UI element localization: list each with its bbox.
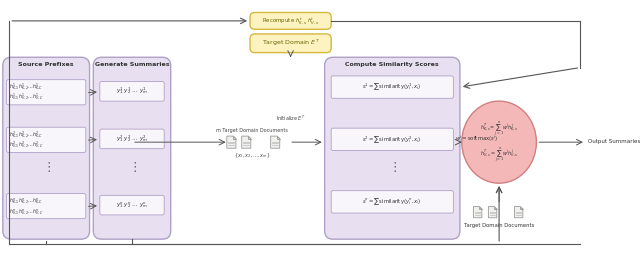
Text: $y^{n}_1$ $y^{n}_2$ $\ldots$ $y^{n}_m$: $y^{n}_1$ $y^{n}_2$ $\ldots$ $y^{n}_m$ <box>116 200 148 210</box>
Text: Compute Similarity Scores: Compute Similarity Scores <box>346 62 439 67</box>
FancyBboxPatch shape <box>100 81 164 101</box>
FancyBboxPatch shape <box>6 193 86 219</box>
Text: $w^i = \mathrm{softmax}(s^i)$: $w^i = \mathrm{softmax}(s^i)$ <box>455 133 499 144</box>
Polygon shape <box>520 206 523 209</box>
Text: Generate Summaries: Generate Summaries <box>95 62 169 67</box>
Text: Source Prefixes: Source Prefixes <box>19 62 74 67</box>
Polygon shape <box>242 136 251 148</box>
FancyBboxPatch shape <box>93 57 171 239</box>
Text: $y^{1}_1$ $y^{1}_2$ $\ldots$ $y^{1}_m$: $y^{1}_1$ $y^{1}_2$ $\ldots$ $y^{1}_m$ <box>116 85 148 96</box>
FancyBboxPatch shape <box>250 13 331 29</box>
Text: $\vdots$: $\vdots$ <box>388 160 397 174</box>
Text: $s^{1} = \sum \mathrm{similarity}(y^{1}_i, x_i)$: $s^{1} = \sum \mathrm{similarity}(y^{1}_… <box>362 82 422 92</box>
FancyBboxPatch shape <box>331 191 453 213</box>
Text: $s^{n} = \sum \mathrm{similarity}(y^{n}_i, x_i)$: $s^{n} = \sum \mathrm{similarity}(y^{n}_… <box>362 197 422 207</box>
Text: Target Domain $E^T$: Target Domain $E^T$ <box>262 38 319 49</box>
Polygon shape <box>233 136 236 139</box>
Text: $\vdots$: $\vdots$ <box>127 160 136 174</box>
Text: Recompute $h^t_{K,s}$ $h^t_{V,s}$: Recompute $h^t_{K,s}$ $h^t_{V,s}$ <box>262 16 319 26</box>
Text: $s^{2} = \sum \mathrm{similarity}(y^{2}_i, x_i)$: $s^{2} = \sum \mathrm{similarity}(y^{2}_… <box>362 134 422 145</box>
Text: m Target Domain Documents: m Target Domain Documents <box>216 128 288 133</box>
FancyBboxPatch shape <box>250 34 331 53</box>
Polygon shape <box>277 136 280 139</box>
FancyBboxPatch shape <box>3 57 90 239</box>
Polygon shape <box>488 206 497 218</box>
FancyBboxPatch shape <box>6 127 86 152</box>
Text: $y^{2}_1$ $y^{2}_2$ $\ldots$ $y^{2}_m$: $y^{2}_1$ $y^{2}_2$ $\ldots$ $y^{2}_m$ <box>116 133 148 144</box>
Text: Initialize $E^T$: Initialize $E^T$ <box>276 114 306 123</box>
FancyBboxPatch shape <box>100 129 164 149</box>
Polygon shape <box>515 206 523 218</box>
Text: $\vdots$: $\vdots$ <box>42 160 51 174</box>
Text: $h^T_{V,s} = \sum_{j=1}^{n} w^j h^j_{V,s}$: $h^T_{V,s} = \sum_{j=1}^{n} w^j h^j_{V,s… <box>480 146 518 165</box>
Polygon shape <box>474 206 482 218</box>
Polygon shape <box>227 136 236 148</box>
Polygon shape <box>271 136 280 148</box>
FancyBboxPatch shape <box>6 80 86 105</box>
FancyBboxPatch shape <box>331 76 453 98</box>
FancyBboxPatch shape <box>324 57 460 239</box>
Text: $h^{2}_{V,1} h^{2}_{V,2} \ldots h^{2}_{V,C}$: $h^{2}_{V,1} h^{2}_{V,2} \ldots h^{2}_{V… <box>10 140 44 150</box>
Text: $h^{1}_{V,1} h^{1}_{V,2} \ldots h^{1}_{V,C}$: $h^{1}_{V,1} h^{1}_{V,2} \ldots h^{1}_{V… <box>10 92 44 102</box>
FancyBboxPatch shape <box>331 128 453 151</box>
Text: $h^{2}_{K,1} h^{2}_{K,2} \ldots h^{2}_{K,C}$: $h^{2}_{K,1} h^{2}_{K,2} \ldots h^{2}_{K… <box>10 130 44 140</box>
Text: $h^{n}_{V,1} h^{n}_{V,2} \ldots h^{n}_{V,C}$: $h^{n}_{V,1} h^{n}_{V,2} \ldots h^{n}_{V… <box>10 207 44 216</box>
Polygon shape <box>494 206 497 209</box>
Ellipse shape <box>462 101 536 183</box>
Text: $\{x_1, x_2, \ldots, x_m\}$: $\{x_1, x_2, \ldots, x_m\}$ <box>234 151 270 160</box>
Text: Target Domain Documents: Target Domain Documents <box>464 223 534 228</box>
FancyBboxPatch shape <box>100 195 164 215</box>
Text: $h^T_{K,s} = \sum_{j=1}^{n} w^j h^j_{K,s}$: $h^T_{K,s} = \sum_{j=1}^{n} w^j h^j_{K,s… <box>480 120 518 139</box>
Polygon shape <box>248 136 251 139</box>
Text: $h^{1}_{K,1} h^{1}_{K,2} \ldots h^{1}_{K,C}$: $h^{1}_{K,1} h^{1}_{K,2} \ldots h^{1}_{K… <box>10 82 44 92</box>
Text: $h^{n}_{K,1} h^{n}_{K,2} \ldots h^{n}_{K,C}$: $h^{n}_{K,1} h^{n}_{K,2} \ldots h^{n}_{K… <box>10 197 44 205</box>
Polygon shape <box>479 206 482 209</box>
Text: Output Summaries: Output Summaries <box>588 139 640 144</box>
